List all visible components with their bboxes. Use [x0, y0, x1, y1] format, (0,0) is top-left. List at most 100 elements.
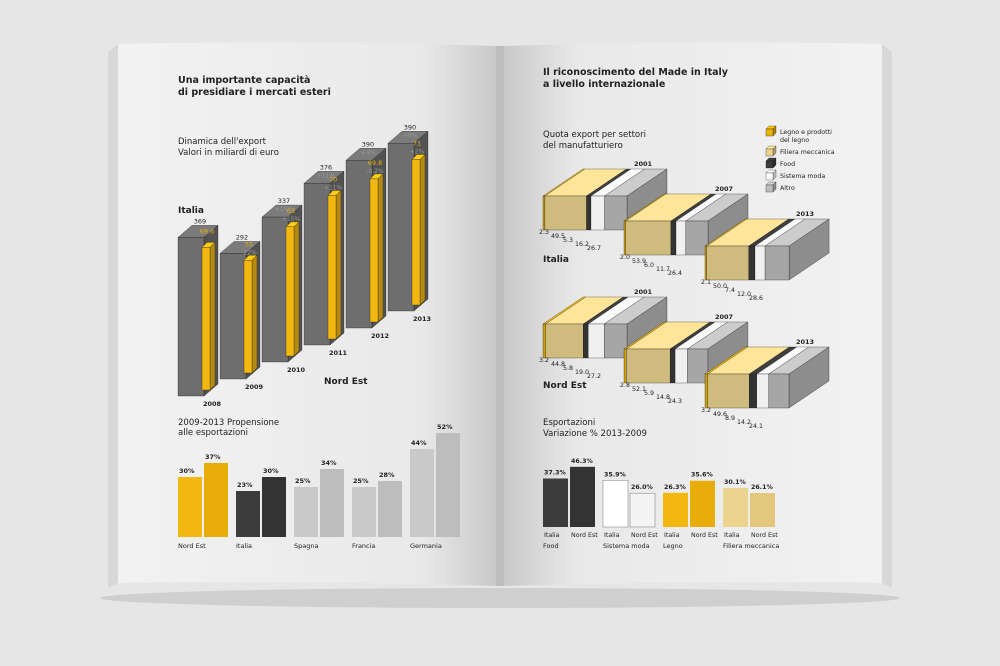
export-bar-italia-2008-front	[177, 237, 205, 397]
quota-segment-front	[704, 373, 708, 409]
export-italia-change-label: +0%	[403, 132, 418, 139]
quota-value-label: 16.2	[575, 241, 589, 248]
legend-label: Filiera meccanica	[780, 149, 835, 156]
quota-value-label: 44.8	[551, 361, 565, 368]
variazione-title: Esportazioni	[543, 418, 595, 428]
var-bar-Filiera-meccanica-Italia	[723, 487, 748, 527]
quota-segment-front	[588, 323, 605, 359]
quota-value-label: 19.0	[575, 369, 589, 376]
export-label-italia: Italia	[178, 206, 204, 216]
export-bar-nordest-2013	[411, 154, 426, 306]
legend-swatch	[765, 145, 777, 157]
export-bar-italia-2010-front	[261, 216, 289, 363]
quota-chart: 2.349.55.316.226.7 2001 2.053.96.011.726.4…	[539, 160, 830, 430]
quota-value-label: 6.0	[644, 262, 654, 269]
quota-title: Quota export per settori	[543, 130, 646, 140]
quota-segment-front	[706, 245, 749, 281]
export-year-label-2011: 2011	[329, 349, 348, 357]
prop-bar-Italia-2013	[262, 477, 286, 537]
prop-value-label: 30%	[179, 467, 195, 475]
legend-label: Legno e prodotti	[780, 129, 832, 136]
export-italia-change-label: +11%	[317, 172, 336, 179]
quota-year-label: 2007	[715, 185, 733, 193]
quota-label-italia: Italia	[543, 255, 569, 265]
legend-swatch	[765, 181, 777, 193]
var-value-label: 26.3%	[664, 484, 687, 491]
export-italia-value-label: 376	[320, 163, 332, 171]
var-series-label: Italia	[604, 532, 620, 539]
right-title-line1: Il riconoscimento del Made in Italy	[543, 67, 729, 78]
left-title-line1: Una importante capacità	[178, 75, 310, 86]
export-italia-change-label: +4%	[361, 149, 376, 156]
var-category-label: Sistema moda	[603, 542, 650, 550]
var-value-label: 35.9%	[604, 471, 627, 478]
quota-value-label: 2.1	[701, 279, 711, 286]
export-bar-nordest-2012	[369, 173, 384, 323]
export-bar-nordest-2010-front	[285, 226, 295, 357]
quota-segment-front	[749, 373, 757, 409]
quota-bar-Nord-Est-2001: 3.244.85.819.027.2 2001	[539, 288, 668, 380]
var-category-label: Filiera meccanica	[723, 542, 779, 550]
quota-segment-front	[586, 195, 592, 231]
quota-segment-front	[544, 195, 587, 231]
export-nordest-change-label: +2%	[410, 148, 425, 155]
propensione-chart: 30% 37% Nord Est 23% 30% Italia 25% 34% Spagna 25…	[178, 423, 460, 550]
prop-category-label-Francia: Francia	[352, 542, 375, 550]
export-italia-value-label: 390	[404, 123, 416, 131]
prop-value-label: 23%	[237, 481, 253, 489]
var-bar-Sistema-moda-Nord-Est	[629, 492, 656, 528]
quota-segment-front	[625, 220, 672, 256]
var-value-label: 46.3%	[571, 458, 594, 465]
prop-value-label: 28%	[379, 471, 395, 479]
quota-value-label: 24.1	[749, 423, 763, 430]
left-page-edges	[108, 44, 118, 588]
quota-year-label: 2001	[634, 160, 653, 168]
export-bar-nordest-2012-side	[377, 173, 384, 323]
quota-value-label: 7.4	[725, 287, 735, 294]
export-bar-nordest-2010-side	[293, 221, 300, 357]
var-value-label: 26.0%	[631, 484, 654, 491]
export-bar-italia-2011-front	[303, 183, 331, 346]
quota-segment-front	[704, 245, 707, 281]
export-nordest-value-label: 69.6	[200, 227, 214, 235]
quota-segment-front	[768, 373, 790, 409]
export-nordest-value-label: 69.8	[368, 159, 382, 167]
var-series-label: Italia	[544, 532, 560, 539]
quota-segment-front	[626, 348, 671, 384]
legend-item: Altro	[765, 181, 795, 193]
var-value-label: 37.3%	[544, 470, 567, 477]
export-nordest-value-label: 55	[245, 240, 253, 248]
var-series-label: Nord Est	[691, 532, 718, 539]
quota-subtitle: del manufatturiero	[543, 141, 623, 151]
quota-value-label: 27.2	[587, 373, 601, 380]
export-bar-nordest-2008	[201, 241, 216, 391]
quota-value-label: 8.9	[725, 415, 735, 422]
var-bar-Filiera-meccanica-Nord-Est	[750, 493, 775, 527]
var-category-label: Legno	[663, 542, 683, 550]
legend-label: Food	[780, 161, 795, 168]
variazione-chart: 37.3% Italia 46.3% Nord Est Food 35.9% Italia 2…	[543, 458, 779, 550]
export-year-label-2013: 2013	[413, 315, 431, 323]
prop-category-label-Nord Est: Nord Est	[178, 542, 206, 550]
export-nordest-change-label: +11%	[324, 185, 343, 192]
quota-segment-front	[674, 348, 688, 384]
var-series-label: Italia	[724, 532, 740, 539]
prop-value-label: 52%	[437, 423, 453, 431]
export-chart: 36969.6200829255-22%2009337+15%63+15%201…	[177, 123, 431, 408]
export-bar-nordest-2011-side	[335, 190, 342, 340]
quota-bar-Nord-Est-2007: 2.852.15.914.824.3 2007	[620, 313, 749, 405]
quota-segment-front	[687, 348, 709, 384]
quota-segment-front	[583, 323, 589, 359]
quota-bar-Nord-Est-2013: 3.249.68.914.224.1 2013	[701, 338, 830, 430]
var-series-label: Italia	[664, 532, 680, 539]
quota-segment-front	[545, 323, 584, 359]
export-nordest-change-label: -0.2%	[366, 168, 384, 175]
export-year-label-2012: 2012	[371, 332, 389, 340]
quota-year-label: 2007	[715, 313, 733, 321]
quota-value-label: 49.5	[551, 233, 565, 240]
prop-bar-Germania-2013	[436, 433, 460, 537]
quota-value-label: 5.3	[563, 237, 573, 244]
quota-segment-front	[590, 195, 605, 231]
export-year-label-2008: 2008	[203, 400, 222, 408]
